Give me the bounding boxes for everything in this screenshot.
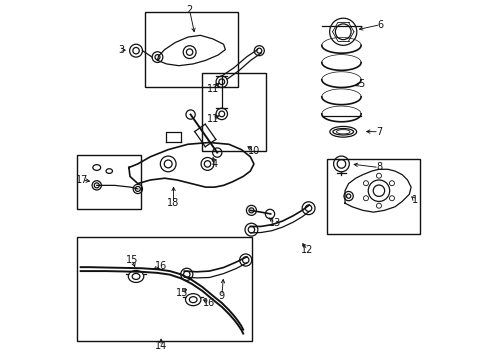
Text: 1: 1 [412, 195, 418, 204]
Text: 13: 13 [269, 218, 281, 228]
Bar [145, 12, 238, 87]
Text: 2: 2 [187, 5, 193, 15]
Text: 15: 15 [126, 255, 139, 265]
Text: 6: 6 [378, 19, 384, 30]
Text: 8: 8 [376, 162, 382, 172]
Bar [77, 155, 142, 208]
Text: 12: 12 [301, 245, 314, 255]
Bar [202, 73, 267, 152]
Text: 16: 16 [203, 298, 216, 308]
Text: 3: 3 [119, 45, 125, 55]
Text: 5: 5 [358, 78, 364, 89]
Bar [77, 237, 252, 341]
Text: 4: 4 [212, 159, 218, 169]
Text: 11: 11 [207, 84, 219, 94]
Text: 10: 10 [248, 147, 260, 157]
Text: 16: 16 [155, 261, 167, 271]
Text: 11: 11 [207, 114, 219, 124]
Text: 17: 17 [76, 175, 89, 185]
Text: 9: 9 [219, 291, 225, 301]
Text: 18: 18 [168, 198, 180, 208]
Text: 7: 7 [376, 127, 382, 137]
Text: 15: 15 [176, 288, 189, 297]
Bar [327, 158, 420, 234]
Text: 14: 14 [155, 341, 167, 351]
